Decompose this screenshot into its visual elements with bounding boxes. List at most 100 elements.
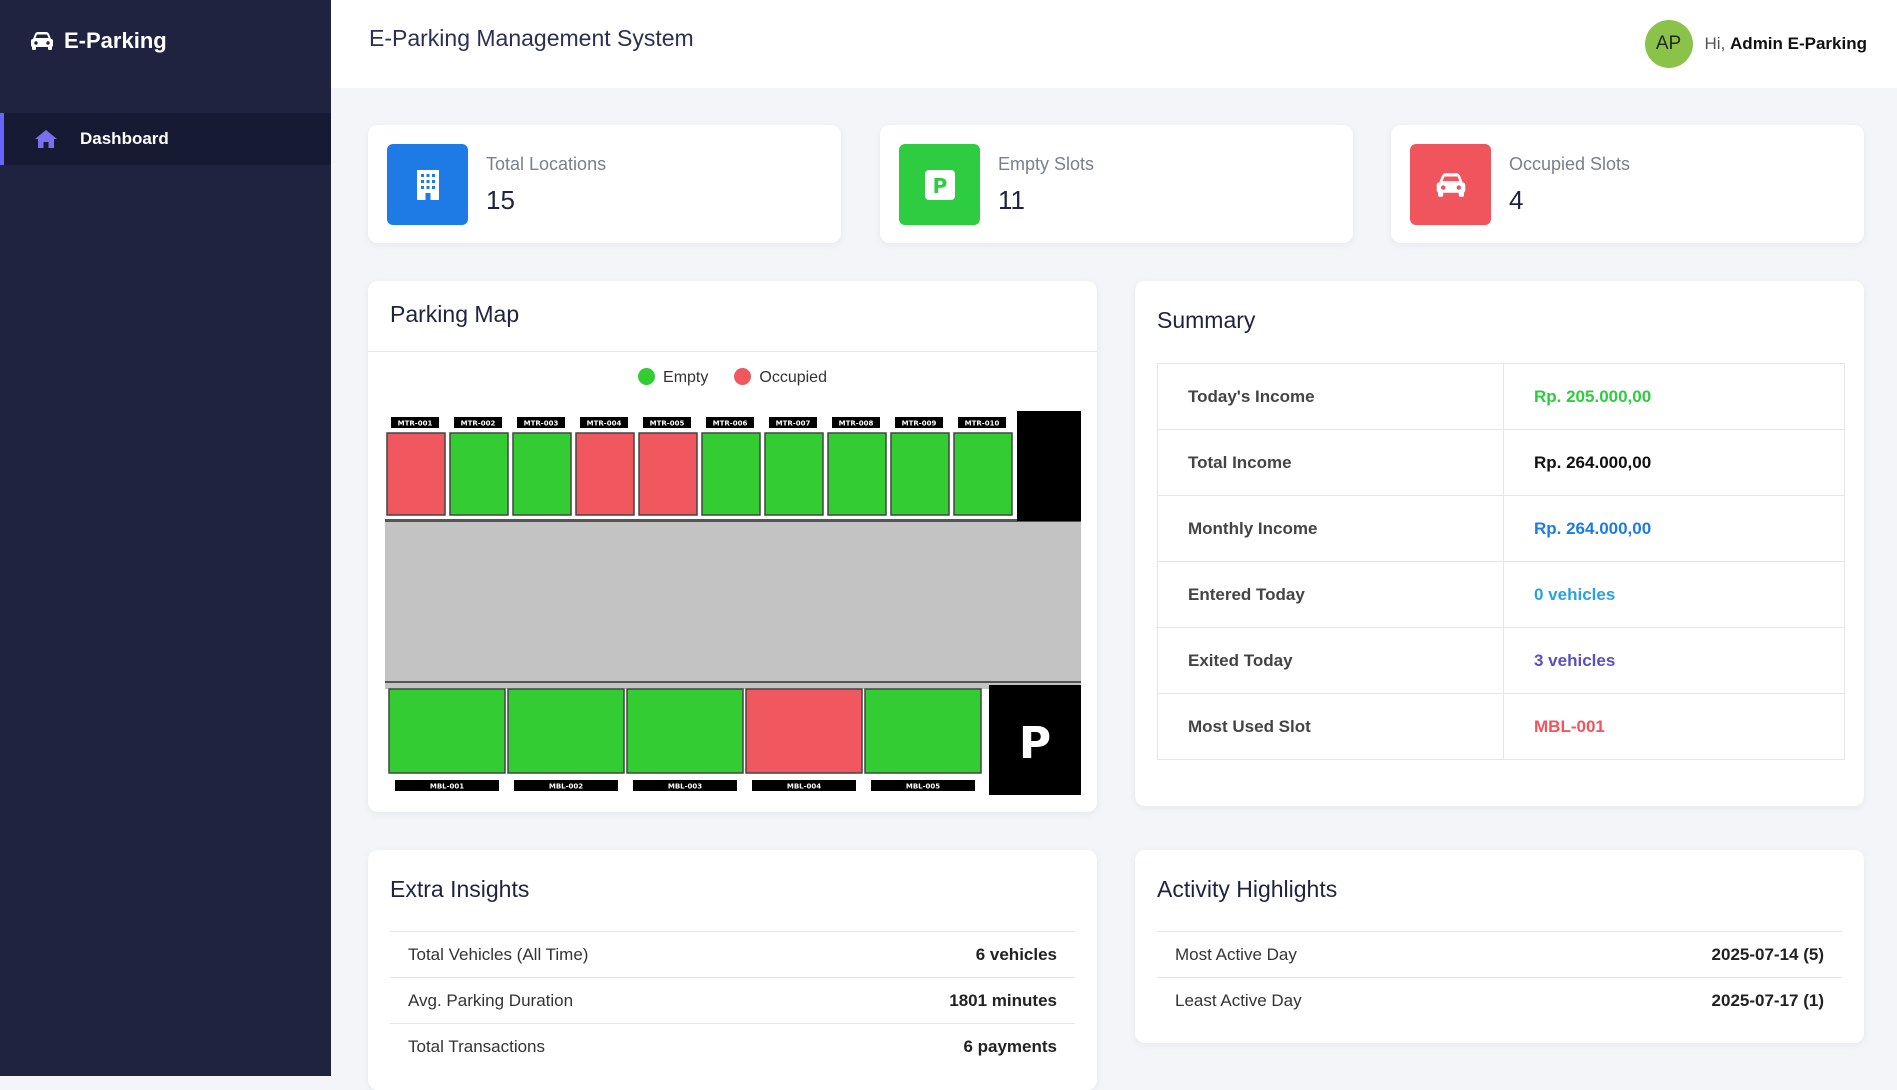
slot-label-bg: [517, 417, 565, 428]
stat-label: Total Locations: [486, 154, 607, 174]
avatar[interactable]: AP: [1644, 20, 1693, 68]
list-item: Most Active Day 2025-07-14 (5): [1157, 931, 1842, 977]
slot-label: MTR-001: [398, 420, 433, 428]
list-item: Total Transactions 6 payments: [390, 1023, 1075, 1069]
slot-fill: [386, 432, 446, 516]
table-row: Entered Today 0 vehicles: [1157, 561, 1845, 628]
slot-label: MTR-004: [587, 420, 622, 428]
stat-value: 11: [998, 185, 1025, 215]
slot-label-bg: [580, 417, 628, 428]
slot-label-bg: [706, 417, 754, 428]
activity-list: Most Active Day 2025-07-14 (5) Least Acti…: [1157, 931, 1842, 1023]
svg-text:P: P: [932, 174, 947, 198]
sidebar-item-dashboard[interactable]: Dashboard: [0, 113, 331, 165]
extra-insights-title: Extra Insights: [390, 876, 530, 902]
insight-value: 6 vehicles: [975, 944, 1057, 964]
slot-label-bg: [895, 417, 943, 428]
legend-label: Occupied: [759, 369, 827, 386]
parking-slot-mbl-002[interactable]: MBL-002: [507, 688, 625, 791]
user-menu[interactable]: AP Hi, Admin E-Parking: [1644, 20, 1867, 68]
slot-label-bg: [752, 780, 856, 791]
sidebar: E-Parking Dashboard: [0, 0, 331, 1076]
slot-fill: [764, 432, 824, 516]
sidebar-item-label: Dashboard: [80, 129, 169, 148]
parking-slot-mtr-004[interactable]: MTR-004: [575, 417, 635, 516]
slot-fill: [827, 432, 887, 516]
parking-map-legend: Empty Occupied: [368, 368, 1097, 387]
table-row: Most Used Slot MBL-001: [1157, 693, 1845, 760]
summary-label: Total Income: [1157, 429, 1504, 496]
summary-table: Today's Income Rp. 205.000,00 Total Incom…: [1157, 363, 1845, 760]
slot-label: MTR-006: [713, 420, 748, 428]
parking-slot-mtr-009[interactable]: MTR-009: [890, 417, 950, 516]
slot-fill: [701, 432, 761, 516]
summary-value: Rp. 264.000,00: [1503, 429, 1845, 496]
slot-label: MTR-002: [461, 420, 496, 428]
parking-slot-mtr-008[interactable]: MTR-008: [827, 417, 887, 516]
stat-label: Occupied Slots: [1509, 154, 1631, 174]
slot-fill: [507, 688, 625, 774]
parking-slot-mbl-001[interactable]: MBL-001: [388, 688, 506, 791]
stat-value: 15: [486, 185, 515, 215]
stat-label: Empty Slots: [998, 154, 1095, 174]
activity-highlights-title: Activity Highlights: [1157, 876, 1338, 902]
insight-label: Total Transactions: [408, 1036, 546, 1056]
insight-value: 6 payments: [963, 1036, 1057, 1056]
list-item: Total Vehicles (All Time) 6 vehicles: [390, 931, 1075, 977]
slot-fill: [864, 688, 982, 774]
brand-name: E-Parking: [64, 28, 167, 53]
list-item: Avg. Parking Duration 1801 minutes: [390, 977, 1075, 1023]
legend-item-empty: Empty: [638, 368, 708, 387]
slot-label-bg: [395, 780, 499, 791]
slot-fill: [512, 432, 572, 516]
parking-slot-mtr-001[interactable]: MTR-001: [386, 417, 446, 516]
parking-sign: [989, 685, 1081, 795]
activity-highlights-card: Activity Highlights Most Active Day 2025-…: [1135, 850, 1864, 1043]
slot-fill: [388, 688, 506, 774]
slot-label: MBL-005: [906, 783, 940, 791]
parking-map: P MTR-001 MTR-002 MTR-003 MTR-004 MTR-005 MTR…: [385, 411, 1081, 795]
greeting: Hi, Admin E-Parking: [1705, 34, 1867, 54]
insight-label: Total Vehicles (All Time): [408, 944, 589, 964]
parking-slot-mbl-004[interactable]: MBL-004: [745, 688, 863, 791]
slot-label: MTR-008: [839, 420, 874, 428]
parking-slot-mtr-005[interactable]: MTR-005: [638, 417, 698, 516]
parking-slot-mtr-003[interactable]: MTR-003: [512, 417, 572, 516]
slot-label-bg: [958, 417, 1006, 428]
parking-slot-mtr-007[interactable]: MTR-007: [764, 417, 824, 516]
car-icon: [1410, 144, 1491, 225]
extra-insights-card: Extra Insights Total Vehicles (All Time)…: [368, 850, 1097, 1090]
slot-label: MBL-003: [668, 783, 702, 791]
stat-card-total-locations: Total Locations 15: [368, 125, 841, 243]
parking-slot-mtr-006[interactable]: MTR-006: [701, 417, 761, 516]
slot-label: MTR-010: [965, 420, 1000, 428]
parking-slot-mtr-002[interactable]: MTR-002: [449, 417, 509, 516]
lane-divider: [385, 681, 1081, 683]
stat-value: 4: [1509, 185, 1524, 215]
slot-label: MTR-007: [776, 420, 811, 428]
page-title: E-Parking Management System: [369, 25, 694, 51]
activity-label: Most Active Day: [1175, 944, 1297, 964]
corner-block: [1017, 411, 1081, 521]
parking-map-header: Parking Map: [368, 281, 1097, 352]
insight-label: Avg. Parking Duration: [408, 990, 574, 1010]
summary-value: Rp. 264.000,00: [1503, 495, 1845, 562]
legend-swatch: [638, 368, 656, 385]
slot-label-bg: [643, 417, 691, 428]
parking-slot-mtr-010[interactable]: MTR-010: [953, 417, 1013, 516]
slot-fill: [890, 432, 950, 516]
brand[interactable]: E-Parking: [30, 28, 167, 54]
slot-label: MBL-001: [430, 783, 464, 791]
home-icon: [35, 130, 57, 148]
slot-label-bg: [633, 780, 737, 791]
table-row: Exited Today 3 vehicles: [1157, 627, 1845, 694]
summary-value: 0 vehicles: [1503, 561, 1845, 628]
parking-slot-mbl-005[interactable]: MBL-005: [864, 688, 982, 791]
slot-label: MTR-003: [524, 420, 559, 428]
stat-card-occupied-slots: Occupied Slots 4: [1391, 125, 1864, 243]
slot-label-bg: [769, 417, 817, 428]
slot-label-bg: [391, 417, 439, 428]
parking-slot-mbl-003[interactable]: MBL-003: [626, 688, 744, 791]
summary-label: Most Used Slot: [1157, 693, 1504, 760]
legend-item-occupied: Occupied: [734, 368, 827, 387]
